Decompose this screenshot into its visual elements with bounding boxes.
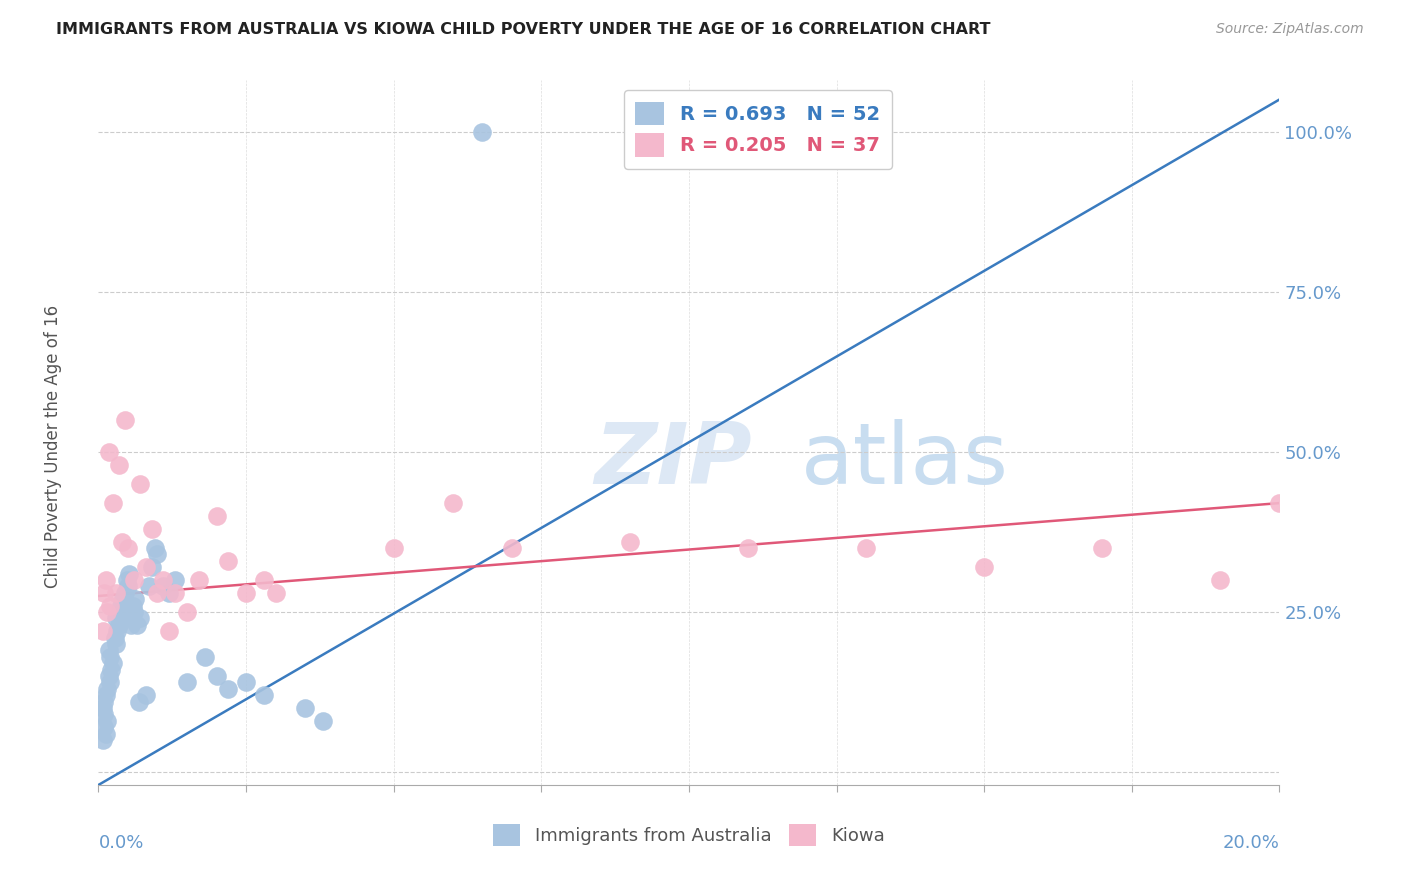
Point bbox=[737, 541, 759, 555]
Text: 0.0%: 0.0% bbox=[98, 834, 143, 852]
Point bbox=[217, 681, 239, 696]
Point bbox=[105, 637, 128, 651]
Point bbox=[124, 592, 146, 607]
Point bbox=[105, 624, 128, 639]
Point bbox=[253, 573, 276, 587]
Text: Child Poverty Under the Age of 16: Child Poverty Under the Age of 16 bbox=[45, 304, 62, 588]
Point bbox=[471, 124, 494, 138]
Point bbox=[93, 586, 115, 600]
Point bbox=[217, 554, 239, 568]
Point bbox=[382, 541, 405, 555]
Point bbox=[264, 586, 287, 600]
Point bbox=[1091, 541, 1114, 555]
Text: IMMIGRANTS FROM AUSTRALIA VS KIOWA CHILD POVERTY UNDER THE AGE OF 16 CORRELATION: IMMIGRANTS FROM AUSTRALIA VS KIOWA CHILD… bbox=[56, 22, 991, 37]
Point bbox=[294, 701, 316, 715]
Point bbox=[110, 599, 132, 613]
Point bbox=[108, 458, 131, 472]
Point bbox=[98, 649, 121, 664]
Point bbox=[98, 599, 121, 613]
Point bbox=[235, 675, 257, 690]
Point bbox=[122, 573, 145, 587]
Point bbox=[120, 617, 142, 632]
Point bbox=[1209, 573, 1232, 587]
Point bbox=[141, 522, 163, 536]
Point bbox=[146, 586, 169, 600]
Point bbox=[187, 573, 209, 587]
Point bbox=[98, 669, 121, 683]
Point bbox=[105, 586, 128, 600]
Point bbox=[114, 586, 136, 600]
Point bbox=[135, 688, 157, 702]
Point bbox=[973, 560, 995, 574]
Point bbox=[125, 617, 148, 632]
Point bbox=[108, 617, 131, 632]
Point bbox=[176, 605, 198, 619]
Text: atlas: atlas bbox=[801, 419, 1010, 502]
Point bbox=[111, 611, 134, 625]
Point bbox=[128, 611, 150, 625]
Point bbox=[157, 586, 180, 600]
Point bbox=[91, 624, 114, 639]
Point bbox=[1268, 496, 1291, 510]
Point bbox=[165, 573, 187, 587]
Point bbox=[152, 579, 174, 593]
Point bbox=[128, 476, 150, 491]
Point bbox=[112, 592, 135, 607]
Point bbox=[93, 695, 115, 709]
Point bbox=[98, 675, 121, 690]
Point bbox=[143, 541, 166, 555]
Point bbox=[105, 611, 128, 625]
Point bbox=[104, 631, 127, 645]
Point bbox=[128, 695, 150, 709]
Point bbox=[176, 675, 198, 690]
Point bbox=[93, 707, 115, 722]
Point bbox=[98, 445, 121, 459]
Point bbox=[93, 720, 115, 734]
Point bbox=[111, 534, 134, 549]
Point bbox=[96, 681, 118, 696]
Point bbox=[253, 688, 276, 702]
Point bbox=[96, 714, 118, 728]
Point bbox=[855, 541, 877, 555]
Point bbox=[501, 541, 523, 555]
Point bbox=[146, 547, 169, 561]
Text: 20.0%: 20.0% bbox=[1223, 834, 1279, 852]
Point bbox=[117, 579, 139, 593]
Point bbox=[205, 669, 228, 683]
Point bbox=[121, 599, 143, 613]
Point bbox=[205, 508, 228, 523]
Point bbox=[100, 663, 122, 677]
Point bbox=[96, 605, 118, 619]
Point bbox=[138, 579, 160, 593]
Legend: Immigrants from Australia, Kiowa: Immigrants from Australia, Kiowa bbox=[486, 817, 891, 854]
Point bbox=[194, 649, 217, 664]
Point bbox=[312, 714, 335, 728]
Point bbox=[115, 573, 138, 587]
Point bbox=[117, 541, 139, 555]
Point bbox=[103, 496, 125, 510]
Point bbox=[141, 560, 163, 574]
Point bbox=[157, 624, 180, 639]
Point bbox=[619, 534, 641, 549]
Point bbox=[94, 727, 117, 741]
Text: ZIP: ZIP bbox=[595, 419, 752, 502]
Point bbox=[122, 605, 145, 619]
Point bbox=[135, 560, 157, 574]
Point bbox=[441, 496, 464, 510]
Point bbox=[94, 573, 117, 587]
Point bbox=[114, 413, 136, 427]
Point bbox=[91, 701, 114, 715]
Point bbox=[118, 566, 141, 581]
Point bbox=[98, 643, 121, 657]
Point bbox=[103, 657, 125, 671]
Point bbox=[165, 586, 187, 600]
Text: Source: ZipAtlas.com: Source: ZipAtlas.com bbox=[1216, 22, 1364, 37]
Point bbox=[152, 573, 174, 587]
Point bbox=[111, 605, 134, 619]
Point bbox=[235, 586, 257, 600]
Point bbox=[91, 733, 114, 747]
Point bbox=[94, 688, 117, 702]
